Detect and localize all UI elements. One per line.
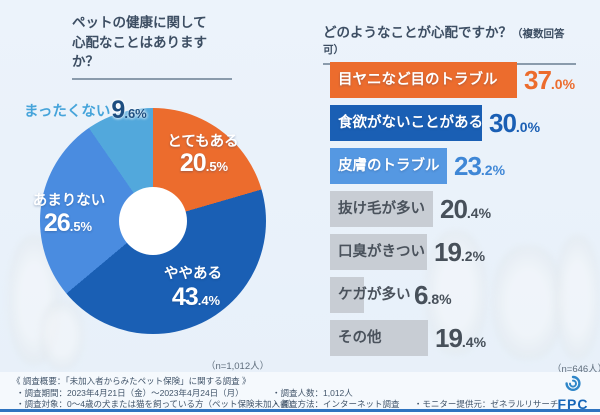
- bottom-accent-bar: [0, 409, 600, 412]
- footer: 《 調査概要：「未加入者からみたペット保険」に関する調査 》 ・調査期間：202…: [0, 372, 600, 409]
- bar-value: 30.0%: [489, 108, 541, 138]
- donut-hole: [119, 187, 187, 255]
- fpc-swirl-icon: [565, 375, 581, 391]
- bar-row: 食欲がないことがある 30.0%: [330, 105, 598, 141]
- footer-method: ・調査方法：インターネット調査: [272, 399, 400, 409]
- pie-slice-label-totemo-aru: とてもある: [167, 134, 239, 150]
- footer-method-monitor: ・調査方法：インターネット調査 ・モニター提供元：ゼネラルリサーチ: [272, 398, 558, 410]
- pie-slice-value-mattaku-nai: 9.6%: [111, 96, 147, 124]
- footer-respondents: ・調査人数：1,012人: [272, 388, 353, 398]
- bar-label: ケガが多い: [338, 287, 411, 303]
- pie-slice-value-yaya-aru: 43.4%: [171, 283, 221, 311]
- pet-watermark: [492, 245, 564, 360]
- bar-value: 23.2%: [454, 151, 506, 181]
- bar-value: 37.0%: [524, 65, 576, 95]
- bar-label: 食欲がないことがある: [338, 115, 483, 131]
- footer-period: ・調査期間：2023年4月21日（金）～2023年4月24日（月）: [16, 388, 244, 398]
- sample-size-right: （n=646人）: [552, 364, 600, 375]
- bar: [330, 234, 427, 270]
- bar: [330, 148, 447, 184]
- bar: [330, 191, 433, 227]
- bar-chart-title: どのようなことが心配ですか？（複数回答可）: [323, 21, 576, 65]
- sample-size-left: （n=1,012人）: [206, 361, 270, 372]
- bar-row: その他 19.4%: [330, 320, 598, 356]
- pet-watermark: [555, 235, 600, 360]
- bar: [330, 277, 364, 313]
- bar: [330, 105, 482, 141]
- footer-monitor: ・モニター提供元：ゼネラルリサーチ: [413, 399, 559, 409]
- fpc-logo: FPC: [552, 375, 594, 411]
- pie-slice-label-mattaku-nai: まったくない: [24, 104, 111, 120]
- bar-value: 6.8%: [414, 280, 452, 310]
- footer-target: ・調査対象：0～4歳の犬または猫を飼っている方（ペット保険未加入者）: [16, 399, 298, 409]
- bar-label: その他: [338, 330, 382, 346]
- bar-value: 19.2%: [434, 237, 486, 267]
- bar: [330, 62, 517, 98]
- bar-label: 目ヤニなど目のトラブル: [338, 72, 498, 88]
- footer-overview: 《 調査概要：「未加入者からみたペット保険」に関する調査 》: [12, 376, 251, 386]
- pie-chart-title-line2: 心配なことはありますか？: [72, 34, 207, 70]
- bar-row: 口臭がきつい 19.2%: [330, 234, 598, 270]
- bar-chart-title-text: どのようなことが心配ですか？: [323, 25, 512, 40]
- bottom-margin: [0, 412, 600, 415]
- pet-watermark: [425, 230, 487, 355]
- bar-chart-title-note: （複数回答可）: [323, 28, 565, 56]
- pet-watermark: [40, 300, 84, 370]
- bar-label: 抜け毛が多い: [338, 201, 425, 217]
- bar-row: 皮膚のトラブル 23.2%: [330, 148, 598, 184]
- bar-row: ケガが多い 6.8%: [330, 277, 598, 313]
- bar-chart: 目ヤニなど目のトラブル 37.0% 食欲がないことがある 30.0% 皮膚のトラブル 23…: [330, 62, 598, 363]
- pie-slice-value-totemo-aru: 20.5%: [179, 149, 229, 177]
- bar: [330, 320, 428, 356]
- pie-slice-label-amari-nai: あまりない: [32, 193, 106, 209]
- bar-label: 皮膚のトラブル: [338, 158, 440, 174]
- pie-slice-label-yaya-aru: ややある: [164, 266, 222, 282]
- pie-slice-value-amari-nai: 26.5%: [43, 209, 93, 237]
- bar-row: 目ヤニなど目のトラブル 37.0%: [330, 62, 598, 98]
- bar-label: 口臭がきつい: [338, 244, 425, 260]
- bar-value: 19.4%: [435, 323, 487, 353]
- bar-row: 抜け毛が多い 20.4%: [330, 191, 598, 227]
- pie-slice-callout-mattaku-nai: まったくない 9.6%: [24, 96, 147, 125]
- fpc-logo-text: FPC: [557, 396, 589, 412]
- pie-chart-title: ペットの健康に関して 心配なことはありますか？: [72, 13, 232, 80]
- pie-chart-title-line1: ペットの健康に関して: [72, 15, 207, 30]
- bar-value: 20.4%: [440, 194, 492, 224]
